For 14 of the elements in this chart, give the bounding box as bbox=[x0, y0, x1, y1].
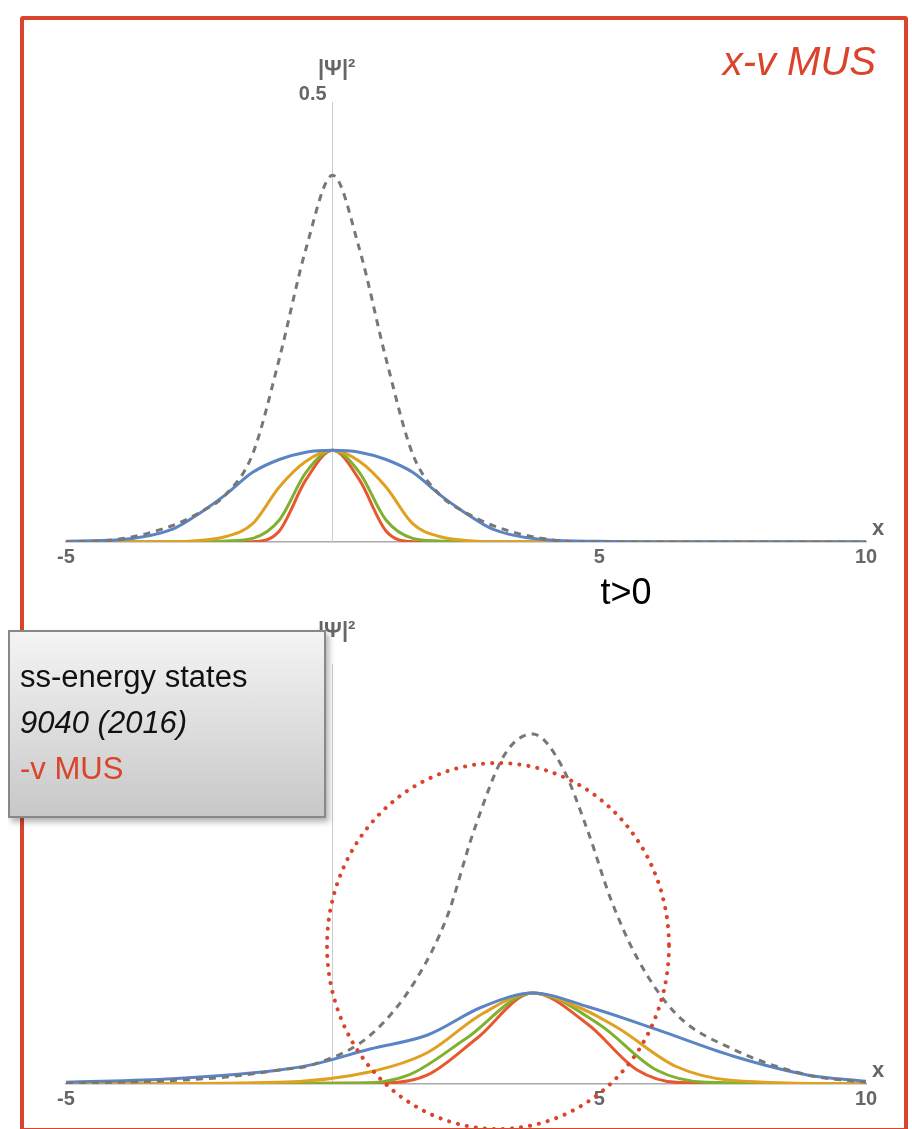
text: 0.5 bbox=[298, 81, 327, 104]
x-axis-title: x bbox=[872, 515, 885, 541]
x-tick-label: 5 bbox=[593, 544, 605, 567]
x-tick-label: 10 bbox=[854, 1086, 878, 1109]
x-tick-label: 10 bbox=[854, 544, 878, 567]
y-axis-title: |Ψ|² bbox=[317, 55, 356, 81]
chart-title: t>0 bbox=[600, 570, 652, 612]
annotation: -v MUS bbox=[20, 750, 125, 788]
x-tick-label: -5 bbox=[57, 544, 75, 567]
note-box: ss-energy states 9040 (2016) -v MUS bbox=[8, 630, 326, 818]
x-tick-label: -5 bbox=[57, 1086, 75, 1109]
chart-title: x-v MUS bbox=[720, 39, 877, 84]
x-axis-title: x bbox=[872, 1057, 885, 1083]
annotation: 9040 (2016) bbox=[20, 704, 189, 742]
